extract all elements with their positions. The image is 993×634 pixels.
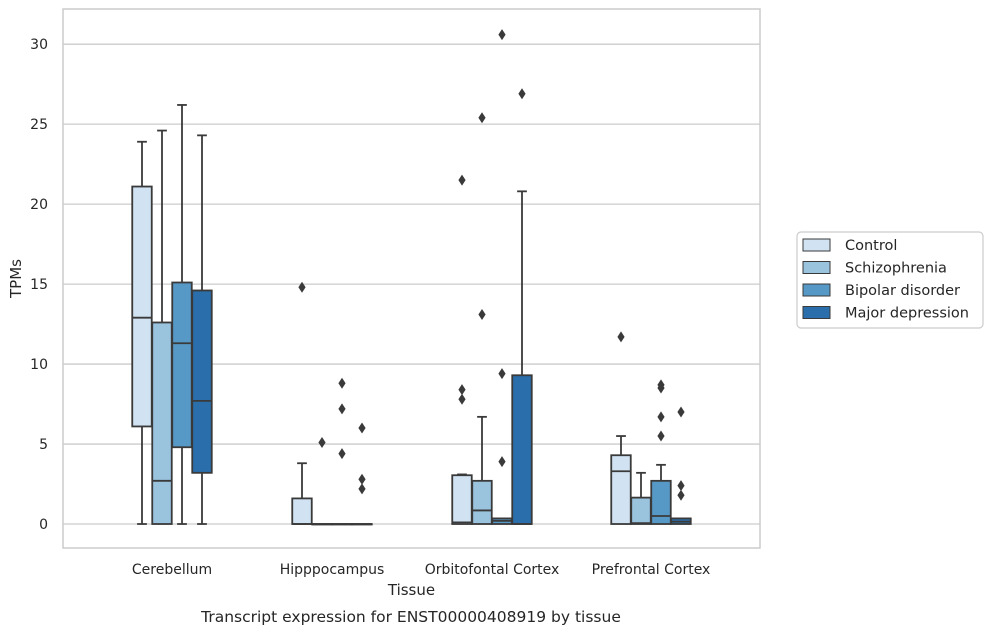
box-body [171, 281, 193, 449]
legend-label: Schizophrenia [845, 261, 947, 277]
outlier-point [657, 411, 665, 423]
y-tick-label: 25 [30, 117, 48, 133]
outlier-point [338, 377, 346, 389]
box-major-depression [670, 406, 692, 525]
box-control [451, 174, 473, 525]
y-tick-labels: 0 5 10 15 20 25 30 [30, 37, 48, 533]
box-body [151, 321, 173, 525]
legend-label: Bipolar disorder [845, 283, 960, 299]
x-tick-label: Hipppocampus [280, 562, 385, 578]
y-axis-label: TPMs [7, 259, 25, 299]
outlier-point [358, 483, 366, 495]
box-schizophrenia [471, 112, 493, 525]
y-tick-label: 20 [30, 197, 48, 213]
outlier-point [478, 308, 486, 320]
box-bipolar-disorder [650, 379, 672, 525]
box-bipolar-disorder [331, 377, 353, 526]
box-body [630, 496, 652, 525]
box-body [451, 474, 473, 525]
box-body [191, 289, 213, 474]
outlier-point [518, 88, 526, 100]
legend-swatch [802, 238, 831, 252]
outlier-point [657, 430, 665, 442]
outlier-point [677, 406, 685, 418]
y-tick-label: 30 [30, 37, 48, 53]
box-major-depression [351, 422, 373, 526]
legend-label: Major depression [845, 306, 969, 322]
legend: Control Schizophrenia Bipolar disorder Majo… [796, 231, 984, 329]
box-body [131, 185, 153, 428]
outlier-point [458, 393, 466, 405]
legend-frame [796, 231, 984, 329]
box-body [511, 374, 533, 525]
box-major-depression [511, 88, 533, 525]
outlier-point [498, 29, 506, 41]
x-tick-label: Orbitofontal Cortex [425, 562, 560, 578]
chart-caption: Transcript expression for ENST0000040891… [200, 608, 621, 626]
box-control [610, 331, 632, 525]
x-tick-labels: Cerebellum Hipppocampus Orbitofontal Corte… [132, 562, 710, 578]
box-body [471, 479, 493, 525]
legend-swatch [802, 306, 831, 319]
x-tick-label: Cerebellum [132, 562, 212, 578]
box-schizophrenia [151, 129, 173, 525]
box-schizophrenia [630, 471, 652, 525]
y-tick-label: 0 [39, 517, 48, 533]
y-tick-label: 10 [30, 357, 48, 373]
outlier-point [338, 403, 346, 415]
outlier-point [657, 379, 665, 391]
box-control [291, 281, 313, 525]
outlier-point [498, 368, 506, 380]
outlier-point [478, 112, 486, 124]
outlier-point [358, 422, 366, 434]
outlier-point [498, 456, 506, 468]
y-tick-label: 5 [39, 437, 48, 453]
box-control [131, 140, 153, 525]
outlier-point [298, 281, 306, 293]
outlier-point [318, 436, 326, 448]
box-bipolar-disorder [491, 29, 513, 525]
legend-label: Control [845, 238, 897, 254]
outlier-point [458, 174, 466, 186]
y-tick-label: 15 [30, 277, 48, 293]
box-body [650, 479, 672, 525]
box-major-depression [191, 134, 213, 525]
outlier-point [358, 473, 366, 485]
box-schizophrenia [311, 436, 333, 526]
outlier-point [338, 448, 346, 460]
outlier-point [617, 331, 625, 343]
box-body [291, 497, 313, 525]
box-bipolar-disorder [171, 104, 193, 525]
box-groups [131, 29, 692, 526]
outlier-point [458, 384, 466, 396]
x-axis-label: Tissue [387, 581, 435, 599]
outlier-point [677, 489, 685, 501]
legend-swatch [802, 283, 831, 297]
plot-frame [62, 8, 761, 549]
outlier-point [677, 480, 685, 492]
x-tick-label: Prefrontal Cortex [592, 562, 711, 578]
legend-swatch [802, 261, 831, 274]
box-body [610, 454, 632, 525]
